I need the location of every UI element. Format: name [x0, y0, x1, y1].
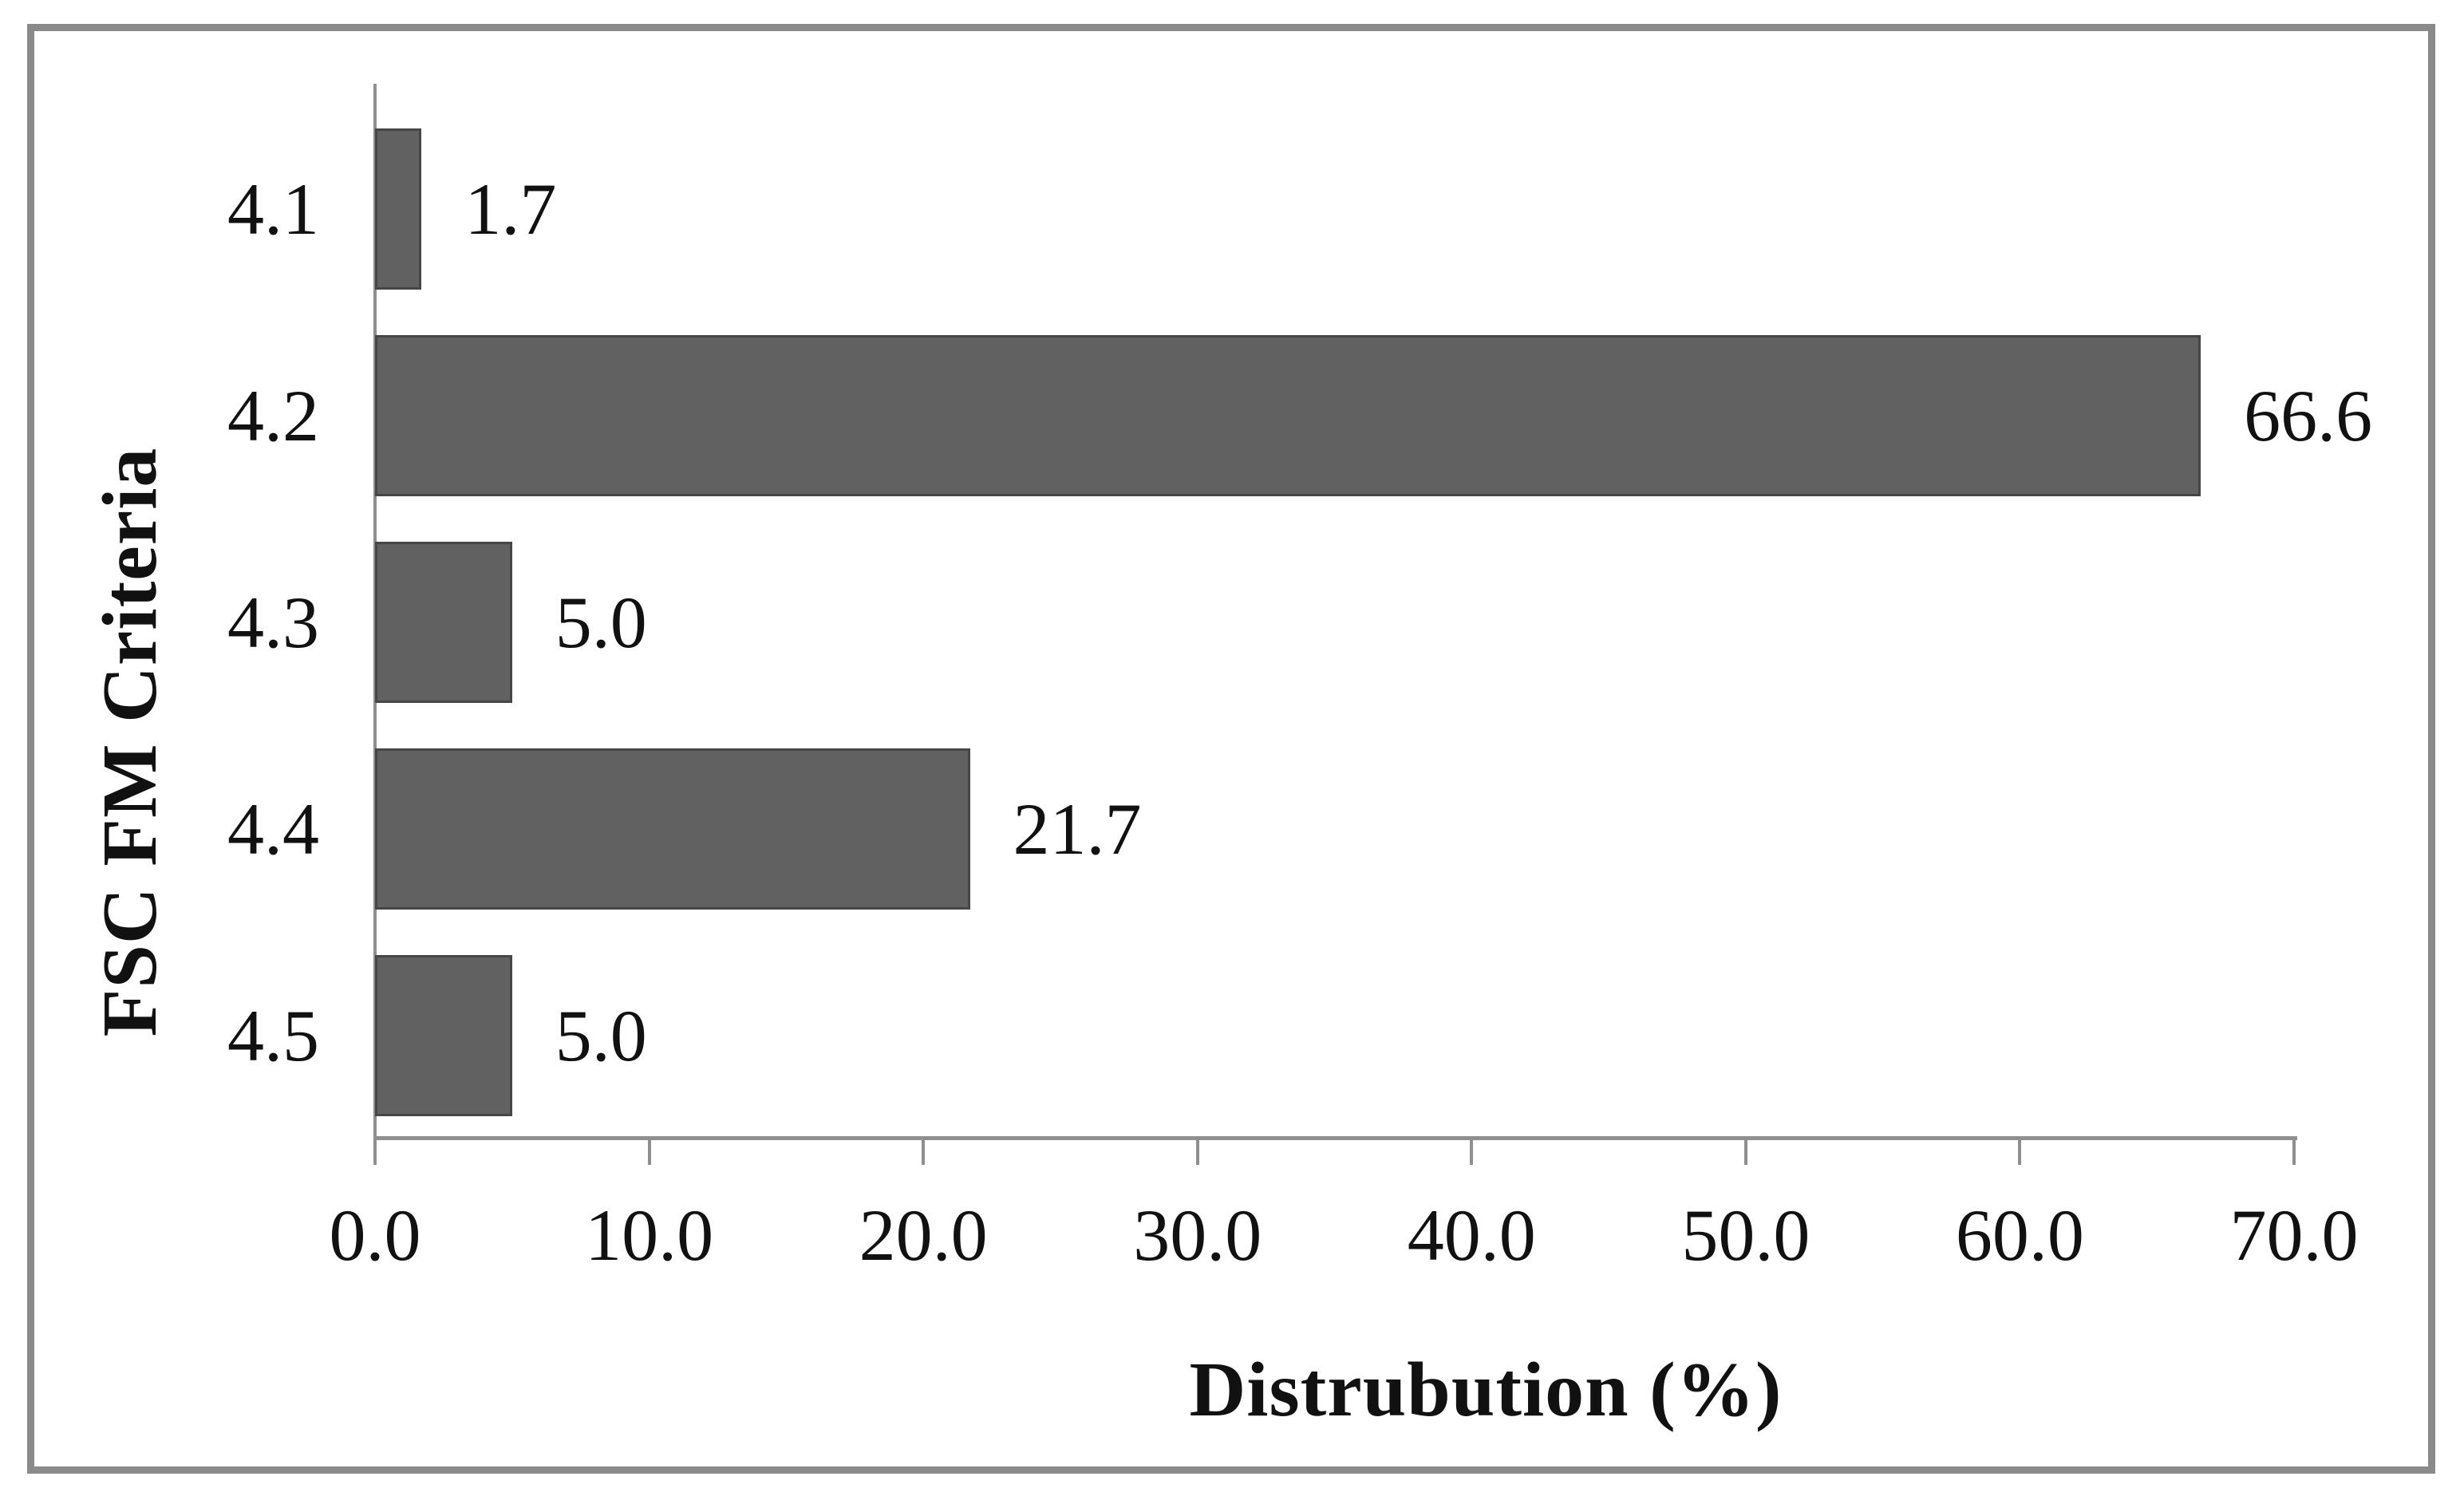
x-axis-tick-label: 70.0: [2229, 1194, 2359, 1276]
category-label: 4.2: [227, 375, 319, 456]
x-axis-tick: [647, 1138, 651, 1165]
x-axis-tick-label: 40.0: [1407, 1194, 1536, 1276]
x-axis-tick-label: 0.0: [329, 1194, 421, 1276]
x-axis-tick-label: 60.0: [1955, 1194, 2084, 1276]
value-label: 5.0: [555, 582, 647, 663]
figure-border: [27, 24, 2435, 1474]
x-axis-tick-label: 10.0: [585, 1194, 714, 1276]
value-label: 21.7: [1013, 788, 1142, 870]
y-axis-title: FSC FM Criteria: [87, 447, 173, 1037]
value-label: 5.0: [555, 995, 647, 1076]
category-label: 4.5: [227, 995, 319, 1076]
category-label: 4.4: [227, 788, 319, 870]
value-label: 66.6: [2244, 375, 2373, 456]
x-axis-tick: [373, 1138, 377, 1165]
x-axis-tick: [2292, 1138, 2296, 1165]
x-axis-tick: [1195, 1138, 1199, 1165]
bar: [375, 335, 2201, 496]
x-axis-tick-label: 20.0: [859, 1194, 988, 1276]
x-axis-title: Distrubution (%): [1189, 1347, 1783, 1433]
category-label: 4.1: [227, 168, 319, 250]
bar: [375, 955, 512, 1116]
bar: [375, 748, 970, 910]
category-label: 4.3: [227, 582, 319, 663]
value-label: 1.7: [464, 168, 557, 250]
bar: [375, 542, 512, 703]
x-axis-tick-label: 50.0: [1681, 1194, 1810, 1276]
x-axis-tick: [922, 1138, 926, 1165]
x-axis-line: [373, 1136, 2297, 1140]
x-axis-tick: [2018, 1138, 2022, 1165]
x-axis-tick: [1743, 1138, 1747, 1165]
bar: [375, 128, 422, 290]
x-axis-tick: [1470, 1138, 1474, 1165]
x-axis-tick-label: 30.0: [1133, 1194, 1262, 1276]
